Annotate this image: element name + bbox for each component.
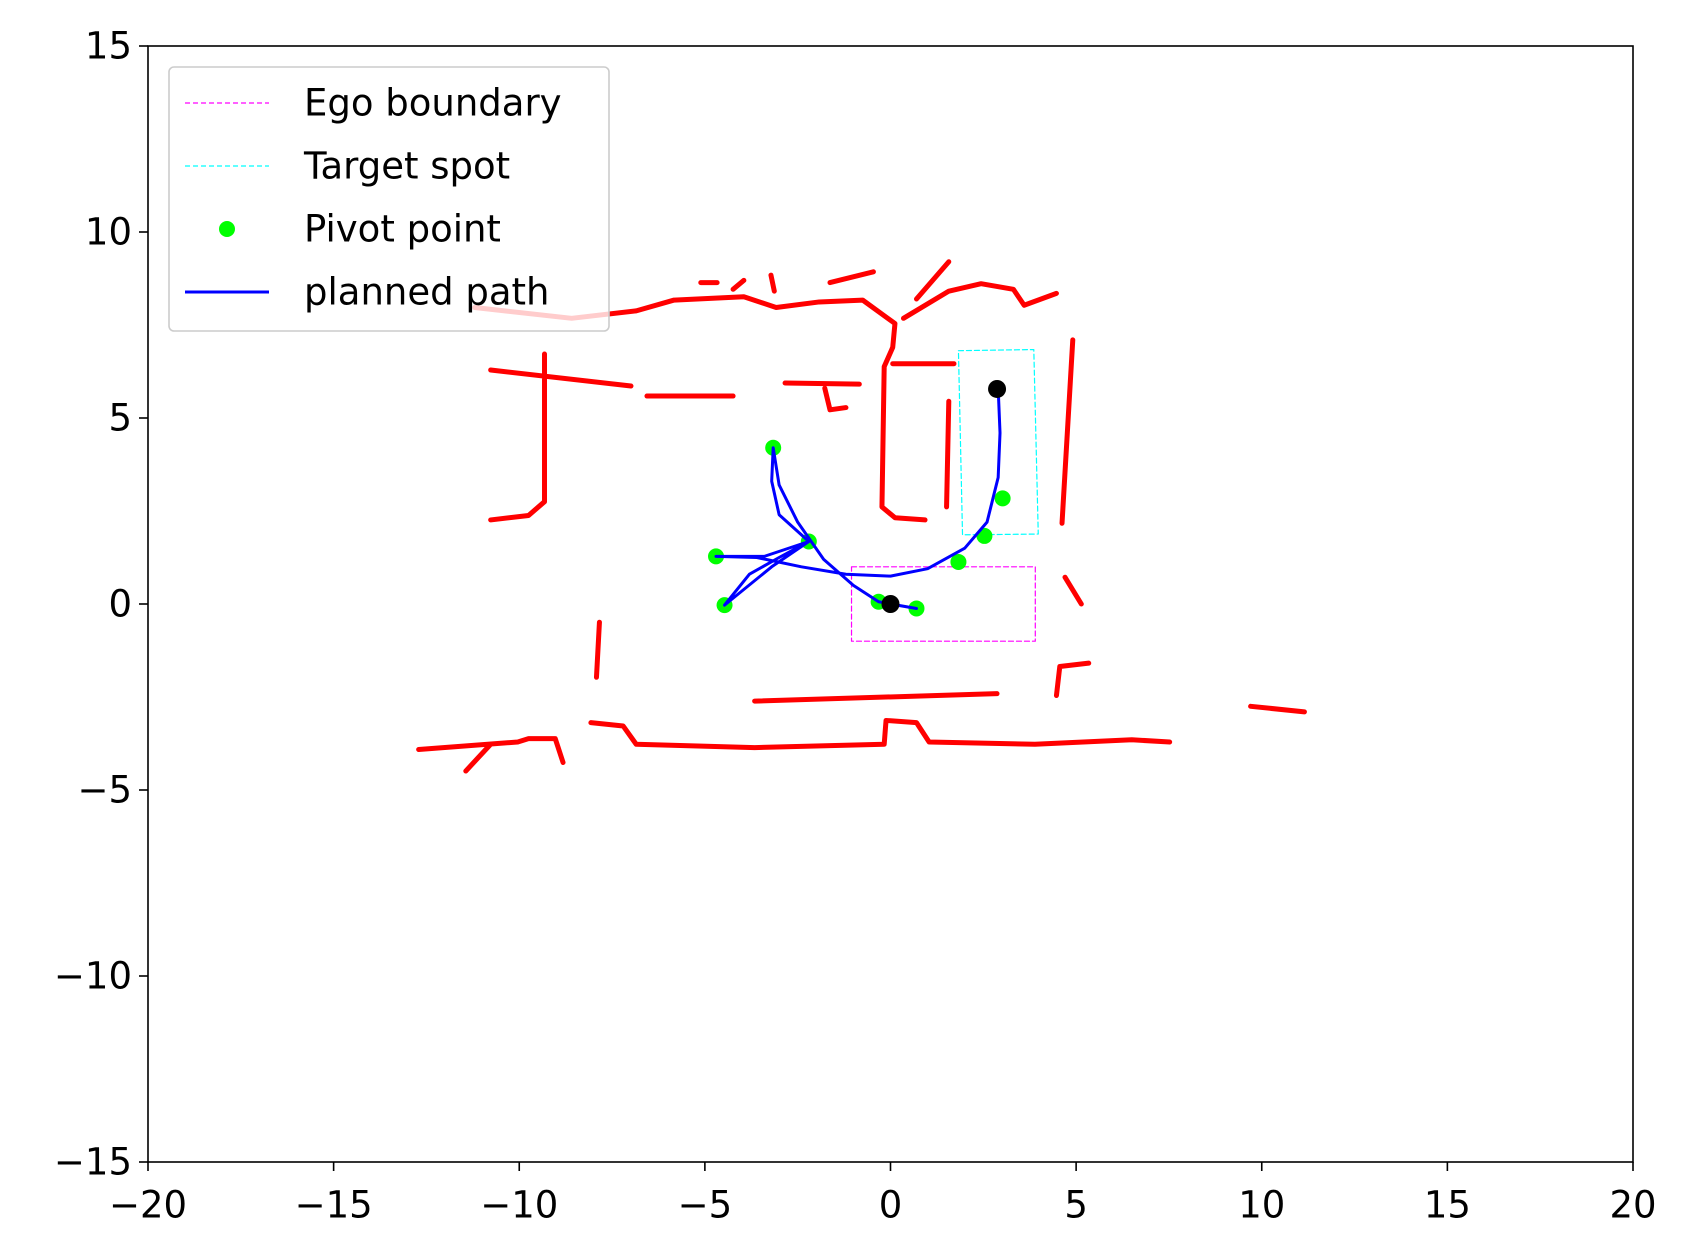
series-line <box>714 386 1002 610</box>
y-tick-label: 15 <box>85 25 132 68</box>
y-tick-label: 0 <box>108 583 132 626</box>
y-tick-label: −15 <box>54 1141 132 1184</box>
legend-label: Pivot point <box>304 208 501 251</box>
x-tick-label: 0 <box>879 1184 903 1227</box>
y-tick-label: −10 <box>54 955 132 998</box>
y-tick-label: −5 <box>77 769 132 812</box>
x-tick-label: 10 <box>1238 1184 1285 1227</box>
x-tick-label: 20 <box>1609 1184 1656 1227</box>
plot-marks <box>416 259 1307 774</box>
x-tick-label: 15 <box>1424 1184 1471 1227</box>
legend-label: Target spot <box>303 145 510 188</box>
pivot-point <box>950 553 967 570</box>
x-tick-label: 5 <box>1064 1184 1088 1227</box>
wall-points <box>416 259 1307 774</box>
endpoint-marker <box>988 379 1007 398</box>
y-tick-label: 10 <box>85 211 132 254</box>
series-line <box>957 348 1039 536</box>
x-tick-label: −15 <box>295 1184 373 1227</box>
y-tick-label: 5 <box>108 397 132 440</box>
pivot-point <box>994 490 1011 507</box>
legend-label: Ego boundary <box>304 82 562 125</box>
legend-marker <box>219 221 235 237</box>
series-line <box>850 566 1036 642</box>
x-tick-label: −5 <box>678 1184 733 1227</box>
x-tick-label: −20 <box>109 1184 187 1227</box>
legend-box <box>168 66 610 332</box>
x-tick-label: −10 <box>480 1184 558 1227</box>
endpoint-marker <box>881 595 900 613</box>
legend-label: planned path <box>304 271 549 314</box>
